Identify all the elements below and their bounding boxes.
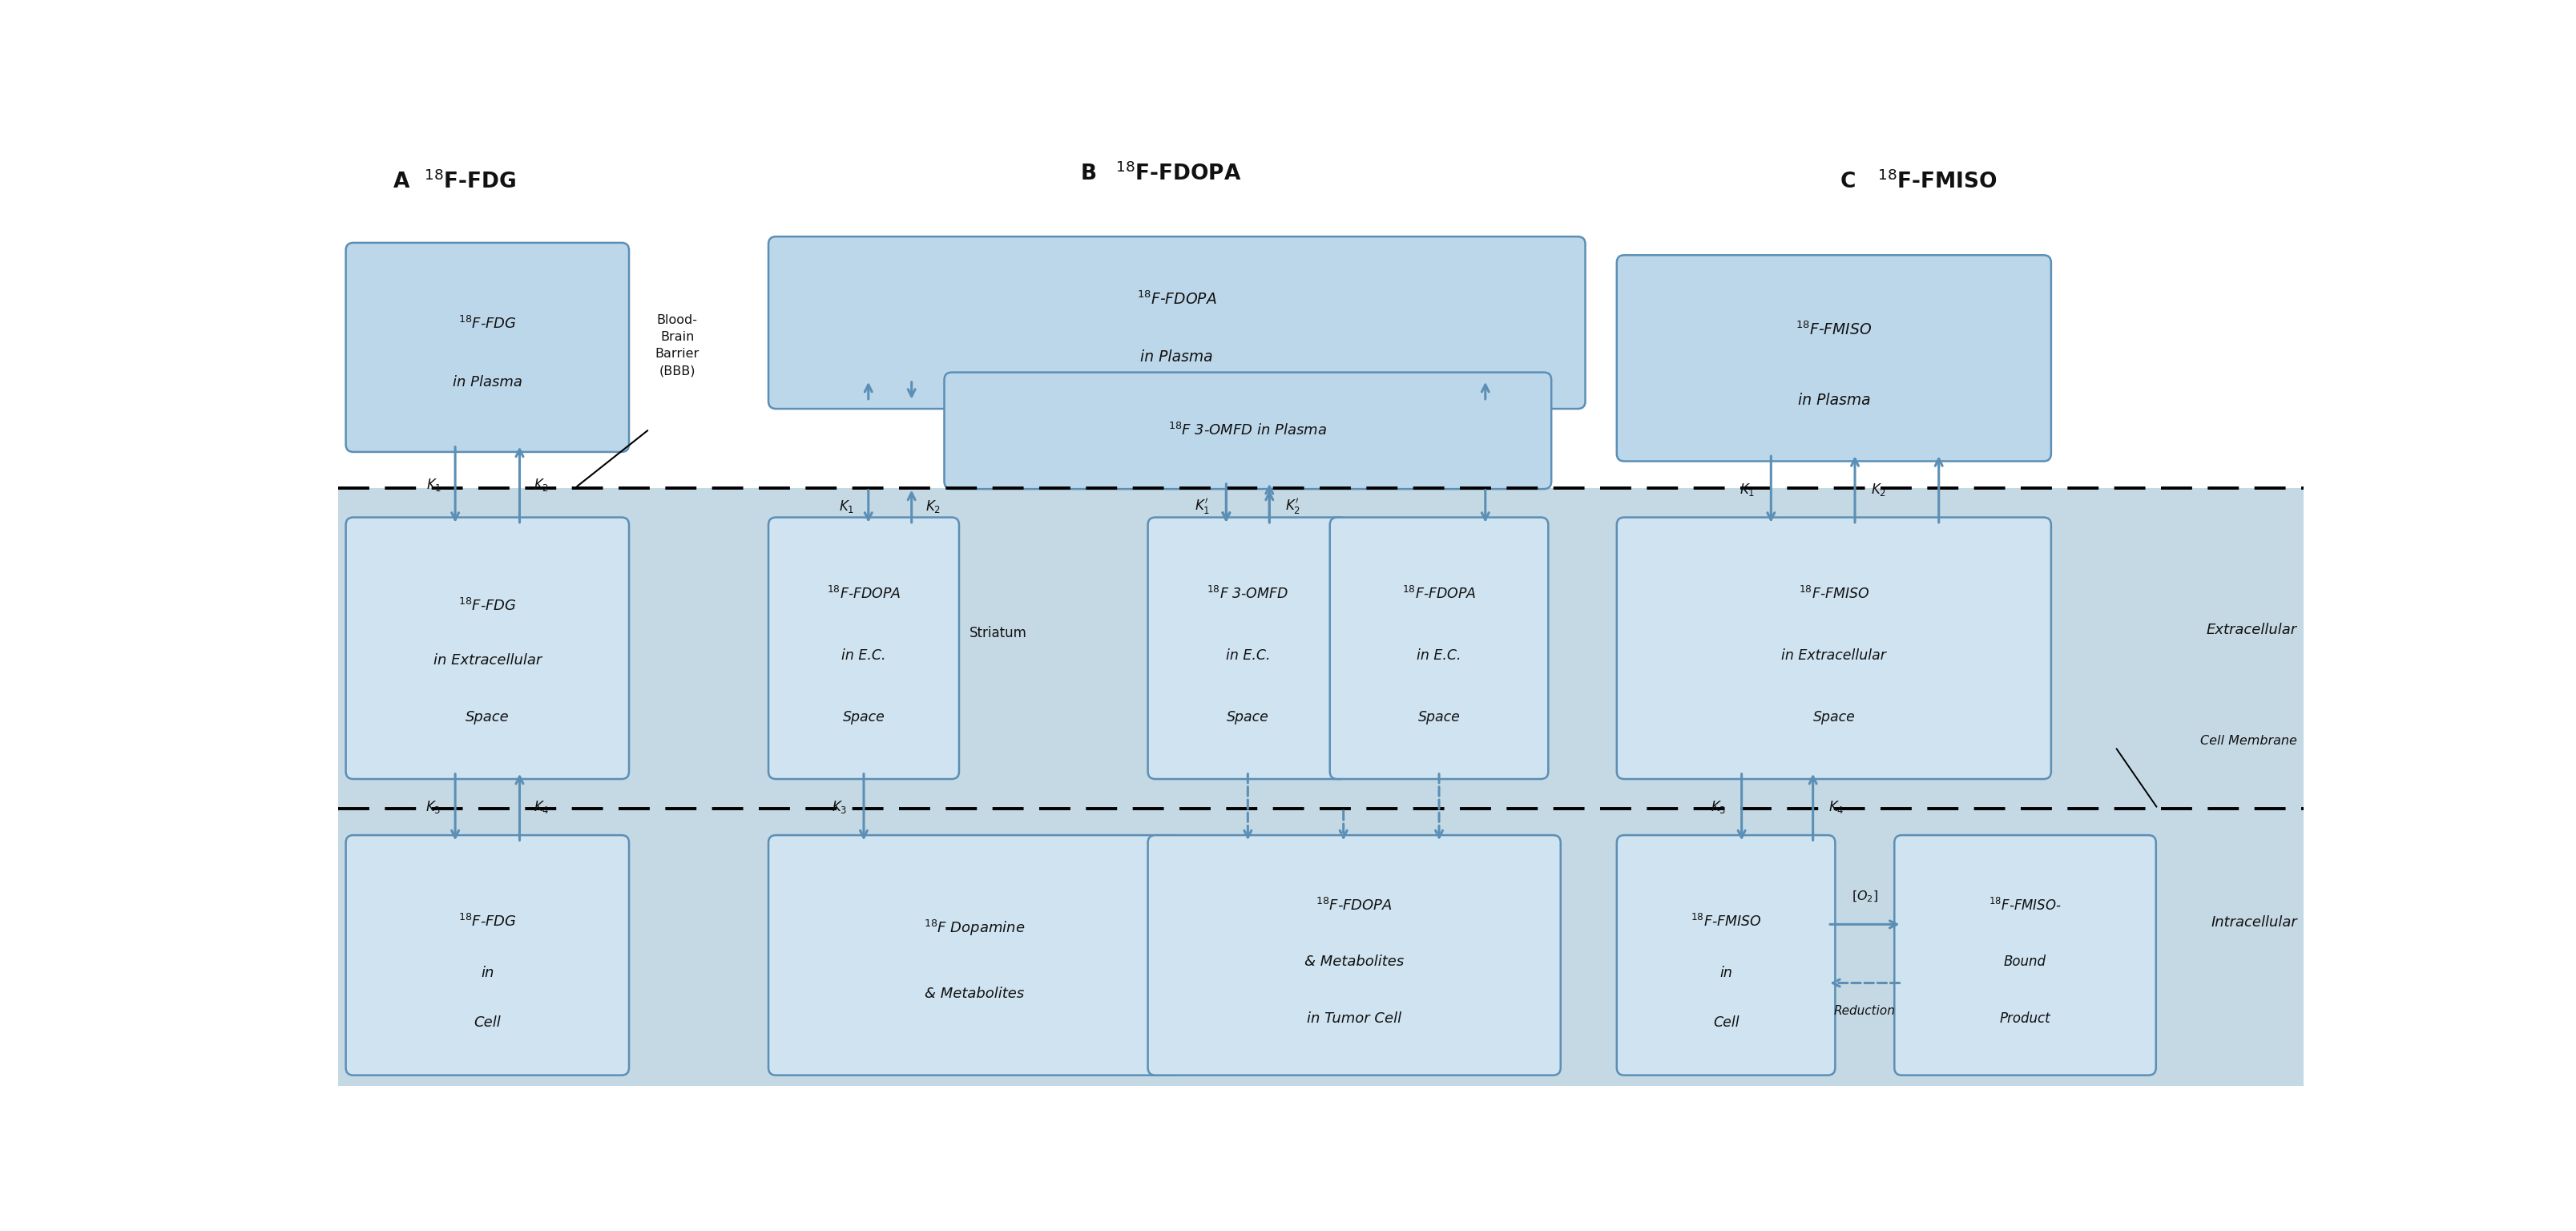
Text: in Tumor Cell: in Tumor Cell [1306, 1011, 1401, 1025]
Text: $^{18}$F-FDG: $^{18}$F-FDG [459, 913, 515, 929]
Text: in Plasma: in Plasma [1798, 393, 1870, 407]
Text: in: in [482, 966, 495, 980]
Text: $^{18}$F-FDOPA: $^{18}$F-FDOPA [827, 586, 902, 602]
Text: $K_4$: $K_4$ [1829, 799, 1844, 815]
Text: $K_2$: $K_2$ [1870, 481, 1886, 497]
FancyBboxPatch shape [768, 517, 958, 779]
Text: in E.C.: in E.C. [1226, 649, 1270, 662]
Text: $^{18}$F-FDOPA: $^{18}$F-FDOPA [1136, 291, 1216, 308]
Text: Space: Space [1417, 710, 1461, 725]
Text: $^{18}$F-FMISO: $^{18}$F-FMISO [1795, 321, 1873, 339]
FancyBboxPatch shape [345, 243, 629, 452]
Text: Bound: Bound [2004, 955, 2045, 969]
Text: Striatum: Striatum [969, 625, 1025, 640]
Text: in: in [1718, 966, 1731, 980]
Text: $^{18}$F-FDOPA: $^{18}$F-FDOPA [1115, 162, 1242, 185]
Text: Space: Space [1811, 710, 1855, 725]
Text: Cell Membrane: Cell Membrane [2200, 735, 2298, 747]
FancyBboxPatch shape [1615, 835, 1834, 1075]
Text: Space: Space [1226, 710, 1267, 725]
Text: in Extracellular: in Extracellular [433, 654, 541, 667]
FancyBboxPatch shape [943, 372, 1551, 489]
Text: $^{18}$F-FDOPA: $^{18}$F-FDOPA [1316, 897, 1391, 913]
Text: $^{18}$F-FDG: $^{18}$F-FDG [459, 598, 515, 614]
Text: $^{18}$F 3-OMFD: $^{18}$F 3-OMFD [1206, 586, 1288, 602]
Text: Intracellular: Intracellular [2210, 916, 2298, 929]
Text: $^{18}$F-FMISO: $^{18}$F-FMISO [1798, 586, 1868, 602]
Text: in Plasma: in Plasma [1141, 350, 1213, 364]
Text: Cell: Cell [474, 1016, 500, 1030]
Text: $^{18}$F Dopamine: $^{18}$F Dopamine [925, 918, 1025, 938]
FancyBboxPatch shape [345, 517, 629, 779]
Text: Space: Space [842, 710, 884, 725]
Text: in Plasma: in Plasma [453, 375, 523, 389]
FancyBboxPatch shape [768, 835, 1180, 1075]
FancyBboxPatch shape [1615, 517, 2050, 779]
Text: Blood-
Brain
Barrier
(BBB): Blood- Brain Barrier (BBB) [654, 315, 698, 377]
Text: in E.C.: in E.C. [842, 649, 886, 662]
Text: A: A [394, 171, 417, 192]
Text: $K_4$: $K_4$ [533, 799, 549, 815]
Text: $K_3$: $K_3$ [425, 799, 440, 815]
Text: $K_2$: $K_2$ [925, 499, 940, 515]
Text: $[O_2]$: $[O_2]$ [1850, 889, 1878, 904]
FancyBboxPatch shape [768, 236, 1584, 409]
Text: $^{18}$F-FMISO-: $^{18}$F-FMISO- [1989, 897, 2061, 913]
FancyBboxPatch shape [1893, 835, 2156, 1075]
FancyBboxPatch shape [1146, 835, 1561, 1075]
Text: B: B [1082, 164, 1105, 185]
FancyBboxPatch shape [337, 487, 2303, 1086]
Text: Cell: Cell [1713, 1016, 1739, 1030]
FancyBboxPatch shape [1146, 517, 1347, 779]
Text: & Metabolites: & Metabolites [1303, 955, 1404, 969]
Text: in Extracellular: in Extracellular [1780, 649, 1886, 662]
Text: $^{18}$F-FMISO: $^{18}$F-FMISO [1690, 913, 1762, 929]
Text: $K_2$: $K_2$ [533, 476, 549, 492]
Text: $^{18}$F-FDOPA: $^{18}$F-FDOPA [1401, 586, 1476, 602]
FancyBboxPatch shape [1615, 255, 2050, 462]
Text: & Metabolites: & Metabolites [925, 986, 1025, 1001]
Text: $^{18}$F-FDG: $^{18}$F-FDG [459, 316, 515, 332]
Text: $K_3$: $K_3$ [832, 799, 848, 815]
Text: Product: Product [1999, 1011, 2050, 1025]
Text: Extracellular: Extracellular [2205, 623, 2298, 636]
Text: in E.C.: in E.C. [1417, 649, 1461, 662]
Text: $^{18}$F-FDG: $^{18}$F-FDG [425, 170, 515, 193]
Text: $K_3$: $K_3$ [1710, 799, 1726, 815]
Text: $K_1'$: $K_1'$ [1195, 496, 1211, 516]
Text: Space: Space [466, 710, 510, 725]
Text: $^{18}$F 3-OMFD in Plasma: $^{18}$F 3-OMFD in Plasma [1167, 422, 1327, 438]
Text: $^{18}$F-FMISO: $^{18}$F-FMISO [1875, 170, 1996, 193]
Text: $K_1$: $K_1$ [425, 476, 440, 492]
Text: Reduction: Reduction [1834, 1004, 1896, 1017]
Text: $K_2'$: $K_2'$ [1285, 496, 1301, 516]
Text: $K_1$: $K_1$ [840, 499, 855, 515]
Text: C: C [1839, 171, 1862, 192]
FancyBboxPatch shape [345, 835, 629, 1075]
FancyBboxPatch shape [1329, 517, 1548, 779]
Text: $K_1$: $K_1$ [1739, 481, 1754, 497]
